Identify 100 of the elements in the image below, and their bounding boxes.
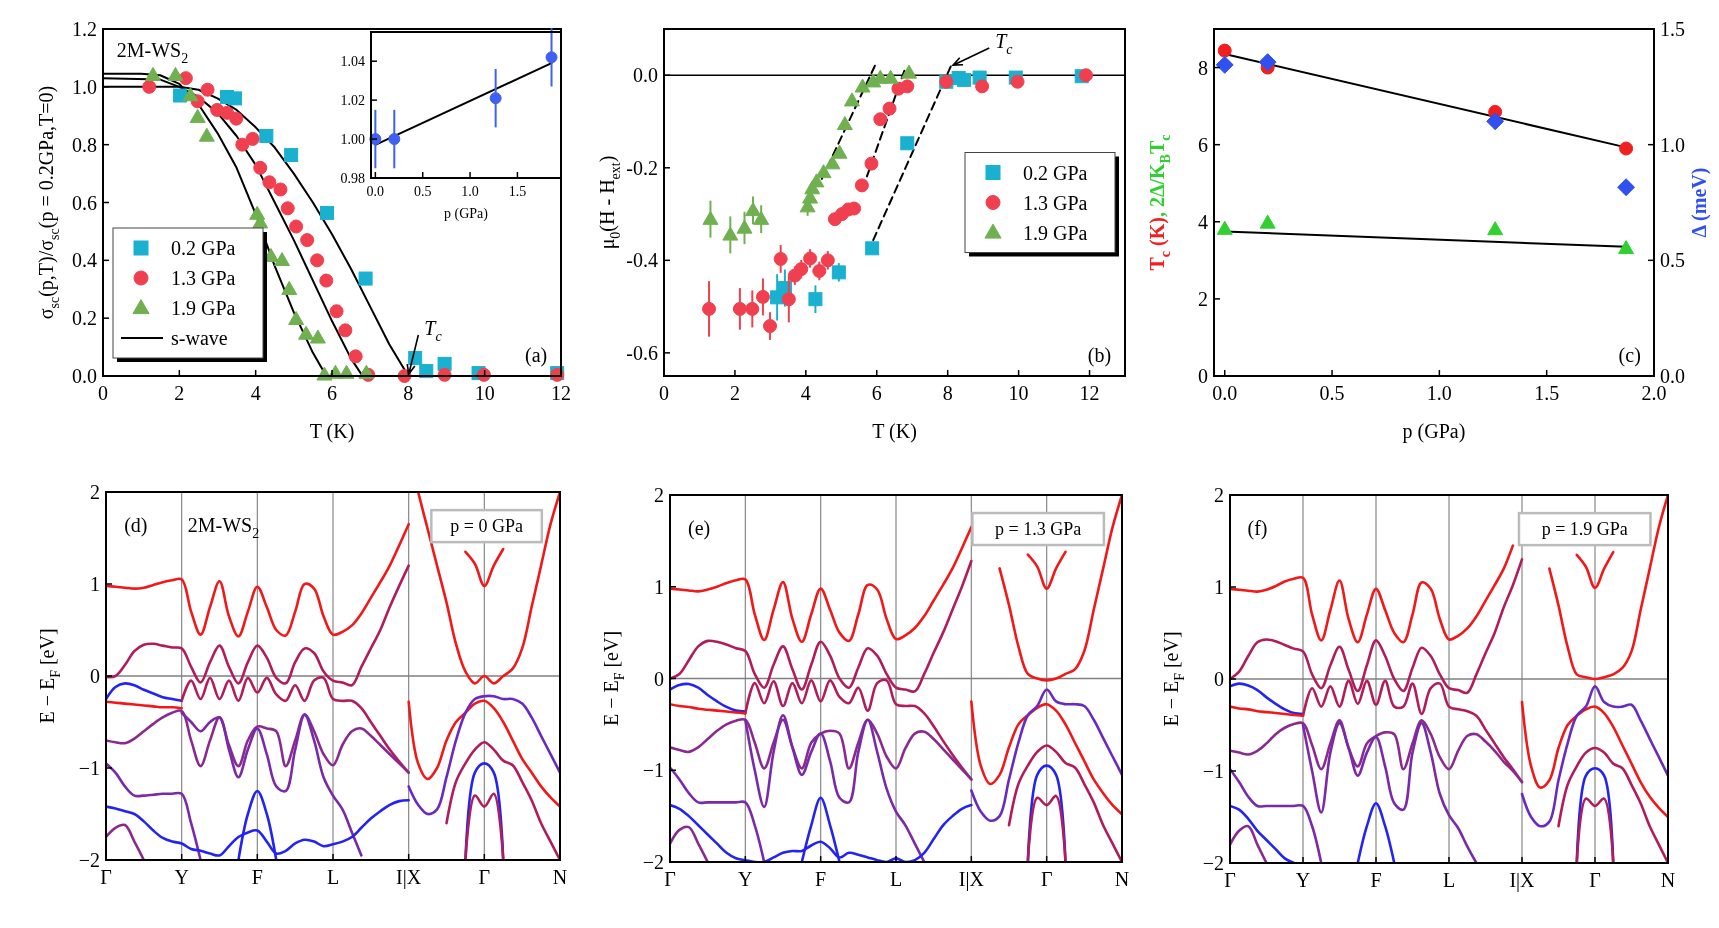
annotation: (e) — [688, 517, 711, 541]
x-tick-label: 4 — [250, 382, 261, 404]
y-tick-label: −2 — [642, 851, 664, 873]
x-tick-label: Y — [174, 866, 189, 888]
x-tick-label: 10 — [474, 382, 495, 404]
y2-tick-label: 1.5 — [1660, 18, 1685, 40]
y-tick-label: −1 — [1202, 760, 1224, 782]
x-tick-label: F — [1370, 869, 1382, 891]
annotation: (b) — [1087, 344, 1112, 368]
x-tick-label: 0.5 — [413, 184, 432, 199]
legend-label: 1.3 GPa — [1023, 191, 1088, 214]
legend-label: 0.2 GPa — [171, 237, 236, 259]
y-tick-label: 2 — [1198, 287, 1208, 310]
y-tick-label: 2 — [1214, 484, 1224, 506]
y-tick-label: 1 — [1214, 576, 1224, 598]
legend-label: 0.2 GPa — [1023, 161, 1088, 184]
x-tick-label: 8 — [403, 382, 414, 404]
x-tick-label: 1.5 — [1534, 382, 1560, 404]
y-tick-label: −1 — [642, 759, 664, 782]
annotation: (a) — [525, 344, 548, 368]
y-tick-label: 1.2 — [72, 18, 97, 40]
x-tick-label: L — [889, 868, 903, 890]
y-tick-label: 4 — [1198, 210, 1208, 233]
x-tick-label: 6 — [871, 382, 882, 404]
x-tick-label: 10 — [1008, 382, 1029, 404]
x-axis-title: T (K) — [309, 420, 355, 443]
x-tick-label: 1.5 — [508, 184, 527, 199]
annotation: (c) — [1618, 344, 1641, 368]
legend-label: 1.9 GPa — [171, 297, 236, 319]
annotation: T$_{c}$ — [424, 317, 443, 344]
x-tick-label: 1.0 — [461, 184, 479, 199]
x-axis-title: p (GPa) — [444, 206, 489, 222]
x-tick-label: 2 — [174, 382, 185, 404]
y-tick-label: 1.02 — [340, 93, 365, 109]
y-tick-label: −2 — [1202, 852, 1224, 874]
y-tick-label: -0.6 — [626, 341, 658, 364]
x-tick-label: Y — [1295, 869, 1311, 891]
y-tick-label: 1.0 — [72, 75, 97, 98]
y-tick-label: 0.6 — [72, 191, 97, 214]
y-tick-label: 0.0 — [633, 64, 658, 87]
x-tick-label: N — [1660, 869, 1676, 891]
annotation: (f) — [1247, 517, 1268, 541]
x-axis-title: T (K) — [872, 420, 917, 443]
y-tick-label: 0.98 — [340, 170, 365, 186]
x-tick-label: 8 — [942, 382, 953, 404]
x-tick-label: I|X — [396, 866, 422, 889]
x-tick-label: 0.5 — [1319, 382, 1345, 404]
x-tick-label: 1.0 — [1426, 382, 1452, 404]
y-tick-label: -0.4 — [626, 249, 658, 272]
x-tick-label: I|X — [958, 868, 985, 891]
x-tick-label: Γ — [478, 866, 491, 888]
x-tick-label: 12 — [551, 382, 571, 404]
y-tick-label: 0.8 — [72, 133, 97, 156]
y-tick-label: 8 — [1198, 56, 1208, 79]
y2-axis-title: Δ (meV) — [1688, 167, 1711, 238]
y-tick-label: 2 — [90, 481, 100, 503]
y-tick-label: 1.04 — [340, 54, 365, 70]
y-tick-label: 0 — [1198, 365, 1208, 387]
annotation: 2M-WS$_{2}$ — [116, 38, 189, 66]
x-tick-label: Γ — [1040, 868, 1053, 890]
x-tick-label: Γ — [100, 866, 112, 888]
x-tick-label: 4 — [800, 382, 811, 404]
annotation: T$_{c}$ — [995, 30, 1014, 58]
y-tick-label: 0.0 — [72, 365, 97, 387]
annotation: 2M-WS$_{2}$ — [187, 514, 260, 542]
legend-label: s-wave — [171, 327, 228, 349]
x-tick-label: Y — [738, 868, 753, 890]
y-tick-label: 1.00 — [340, 131, 365, 147]
y-tick-label: -0.2 — [626, 156, 658, 179]
y-tick-label: 0 — [654, 667, 664, 690]
annotation: p = 0 GPa — [450, 516, 523, 537]
y2-tick-label: 1.0 — [1660, 133, 1685, 156]
y-tick-label: −1 — [78, 757, 100, 779]
y-tick-label: 2 — [654, 484, 664, 506]
x-tick-label: N — [1114, 868, 1130, 890]
x-tick-label: 12 — [1079, 382, 1100, 404]
y-tick-label: 1 — [90, 573, 100, 595]
legend-label: 1.9 GPa — [1023, 221, 1088, 244]
x-tick-label: L — [326, 866, 340, 888]
x-tick-label: L — [1442, 869, 1456, 891]
legend-label: 1.3 GPa — [171, 267, 236, 289]
y-tick-label: 0 — [90, 665, 100, 687]
x-tick-label: Γ — [1589, 869, 1601, 891]
x-axis-title: p (GPa) — [1402, 420, 1466, 443]
y2-tick-label: 0.5 — [1660, 249, 1685, 272]
y-tick-label: 0.4 — [72, 249, 97, 272]
y-tick-label: 6 — [1198, 133, 1208, 156]
y-tick-label: −2 — [78, 849, 100, 871]
y-tick-label: 0 — [1214, 668, 1224, 690]
x-tick-label: Γ — [664, 868, 676, 890]
y-tick-label: 0.2 — [72, 307, 97, 330]
annotation: p = 1.9 GPa — [1541, 519, 1628, 540]
annotation: (d) — [124, 514, 148, 538]
x-tick-label: Γ — [1224, 869, 1236, 891]
x-tick-label: N — [552, 866, 568, 888]
x-tick-label: 0.0 — [366, 184, 385, 199]
x-tick-label: F — [251, 866, 263, 888]
x-tick-label: F — [815, 868, 827, 890]
x-tick-label: 2 — [729, 382, 740, 404]
annotation: p = 1.3 GPa — [995, 519, 1082, 540]
